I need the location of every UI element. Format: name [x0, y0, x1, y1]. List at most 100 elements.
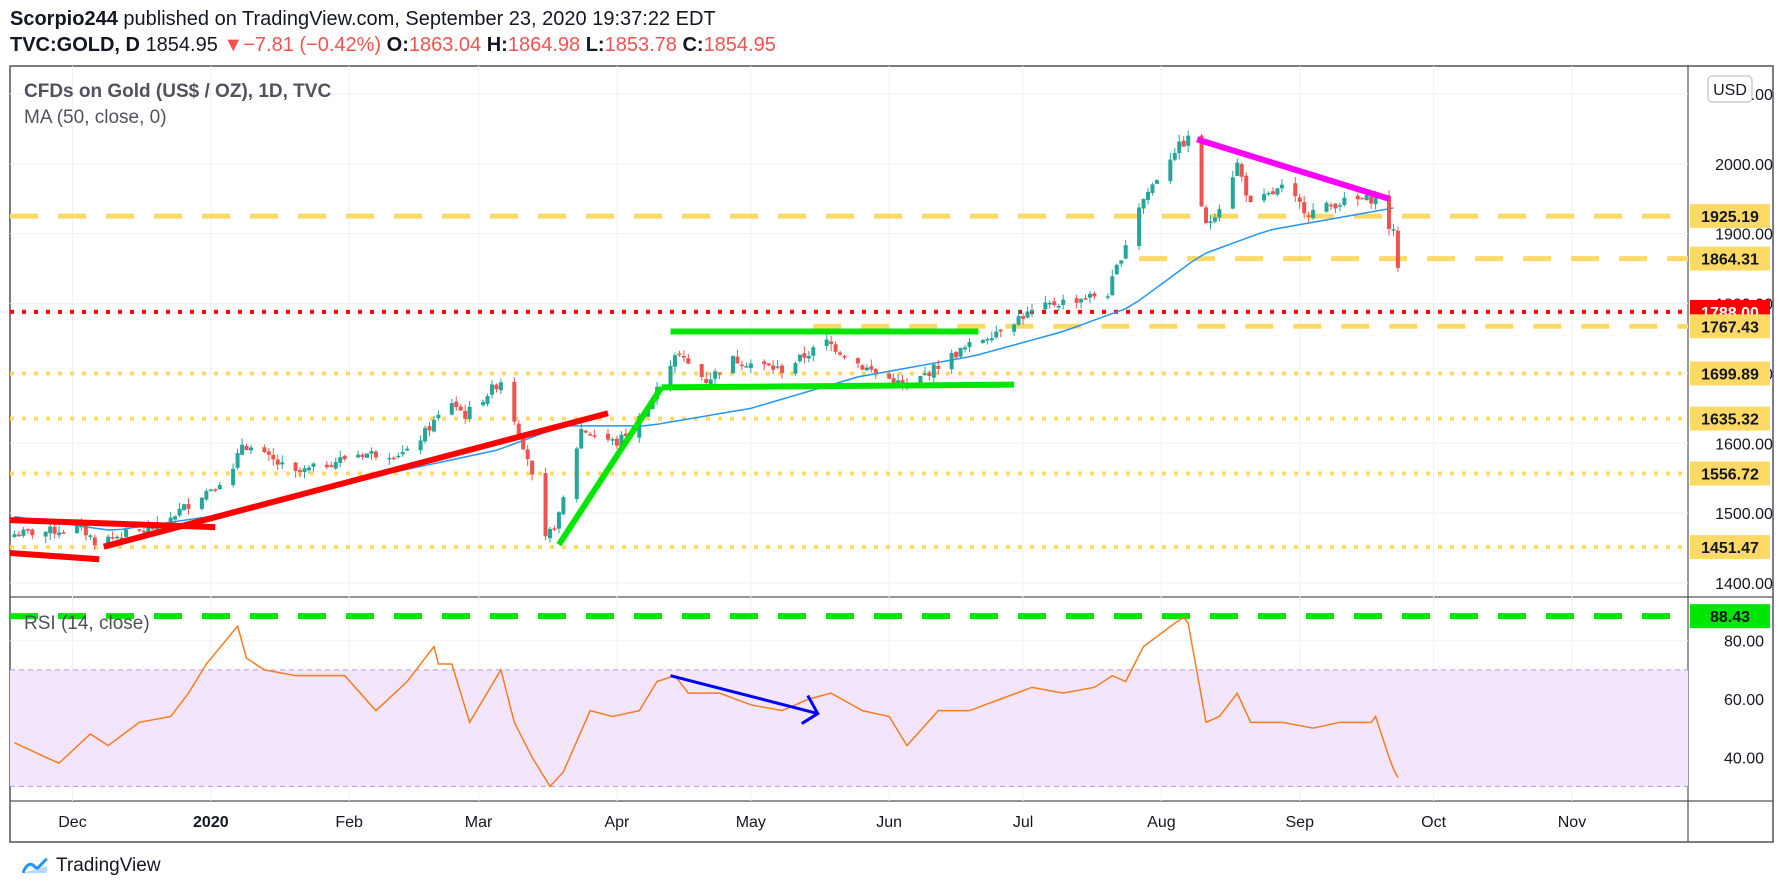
candle-body	[1123, 245, 1128, 259]
time-tick-label: Oct	[1421, 814, 1446, 831]
candle-body	[1043, 302, 1048, 310]
price-tick-label: 1500.00	[1715, 506, 1773, 523]
candle-body	[552, 528, 557, 530]
candle-body	[797, 354, 802, 362]
candle-body	[998, 329, 1003, 332]
candle-body	[927, 372, 932, 376]
rsi-tag-box	[1690, 604, 1770, 629]
tradingview-logo-icon	[22, 858, 48, 874]
candle-body	[498, 382, 503, 391]
candle-body	[1337, 205, 1342, 207]
candle-body	[579, 428, 584, 449]
candle-body	[115, 536, 120, 539]
candle-body	[427, 426, 432, 431]
candle-body	[954, 352, 959, 358]
candle-body	[1360, 197, 1365, 200]
candle-body	[494, 384, 499, 390]
candle-body	[61, 532, 66, 534]
candle-body	[864, 367, 869, 371]
price-change: −7.81 (−0.42%)	[243, 34, 382, 56]
candle-body	[606, 433, 611, 440]
candle-body	[1324, 202, 1329, 212]
candle-body	[829, 341, 834, 345]
trendline-6	[1196, 136, 1390, 202]
high-label: H:	[486, 34, 508, 56]
candle-body	[302, 468, 307, 473]
ma-50-line	[14, 207, 1394, 531]
publish-line: Scorpio244 published on TradingView.com,…	[10, 6, 776, 32]
candle-body	[333, 462, 338, 469]
candle-body	[83, 523, 88, 536]
candle-body	[431, 420, 436, 432]
open-value: 1863.04	[408, 34, 482, 56]
candle-body	[574, 448, 579, 500]
candle-body	[1306, 215, 1311, 217]
author-name[interactable]: Scorpio244	[10, 8, 118, 30]
candle-body	[838, 352, 843, 355]
candle-body	[547, 528, 552, 539]
candle-body	[614, 438, 619, 446]
candle-body	[896, 380, 901, 384]
candle-body	[373, 451, 378, 458]
candle-body	[1074, 298, 1079, 303]
low-label: L:	[585, 34, 605, 56]
candle-body	[672, 355, 677, 367]
candle-body	[588, 434, 593, 436]
candle-body	[449, 402, 454, 415]
candle-body	[365, 453, 370, 458]
candle-body	[217, 484, 222, 490]
candle-body	[1141, 198, 1146, 209]
candle-body	[48, 526, 53, 534]
candle-body	[762, 361, 767, 365]
candle-body	[1110, 276, 1115, 296]
currency-button[interactable]: USD	[1707, 75, 1753, 103]
price-tag-label: 1767.43	[1701, 319, 1759, 336]
candle-body	[1105, 296, 1110, 298]
candle-body	[400, 451, 405, 455]
candle-body	[1181, 140, 1186, 147]
candle-body	[12, 534, 17, 538]
candle-body	[208, 489, 213, 492]
footer-brand[interactable]: TradingView	[22, 855, 161, 877]
candle-body	[173, 516, 178, 520]
currency-button-label[interactable]: USD	[1713, 82, 1747, 99]
candle-body	[271, 454, 276, 460]
candle-body	[619, 434, 624, 448]
candle-body	[485, 396, 490, 404]
candle-body	[561, 497, 566, 515]
candle-body	[1279, 184, 1284, 189]
candle-body	[1262, 194, 1267, 201]
candle-body	[418, 440, 423, 451]
currency-button-box[interactable]	[1707, 75, 1753, 103]
rsi-indicator-label: RSI (14, close)	[24, 613, 150, 634]
candle-body	[780, 365, 785, 374]
candle-body	[57, 532, 62, 536]
candle-body	[1293, 183, 1298, 197]
candle-body	[681, 355, 686, 358]
candle-body	[771, 365, 776, 370]
price-tick-label: 1600.00	[1715, 436, 1773, 453]
candle-body	[275, 459, 280, 465]
candle-body	[119, 537, 124, 540]
footer-brand-label: TradingView	[56, 855, 161, 876]
candle-body	[739, 364, 744, 367]
open-label: O:	[386, 34, 409, 56]
candle-body	[1199, 135, 1204, 207]
candle-body	[329, 465, 334, 468]
candle-body	[748, 363, 753, 369]
candle-body	[266, 451, 271, 455]
candle-body	[1266, 192, 1271, 195]
candle-body	[931, 364, 936, 378]
candle-body	[231, 468, 236, 486]
candle-body	[79, 524, 84, 528]
candle-body	[958, 347, 963, 357]
candle-body	[436, 414, 441, 419]
candle-body	[369, 451, 374, 454]
candle-body	[1021, 316, 1026, 319]
candle-body	[1270, 191, 1275, 194]
candle-body	[1154, 180, 1159, 184]
price-tag-label: 1451.47	[1701, 540, 1759, 557]
candle-body	[1052, 301, 1057, 306]
candle-body	[1275, 188, 1280, 195]
